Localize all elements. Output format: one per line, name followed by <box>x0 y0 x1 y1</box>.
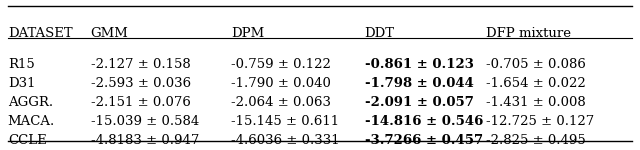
Text: DATASET: DATASET <box>8 27 72 40</box>
Text: -4.6036 ± 0.331: -4.6036 ± 0.331 <box>231 134 339 147</box>
Text: -2.151 ± 0.076: -2.151 ± 0.076 <box>91 96 191 109</box>
Text: -1.654 ± 0.022: -1.654 ± 0.022 <box>486 77 586 90</box>
Text: -0.705 ± 0.086: -0.705 ± 0.086 <box>486 58 586 71</box>
Text: -14.816 ± 0.546: -14.816 ± 0.546 <box>365 115 483 128</box>
Text: -3.7266 ± 0.457: -3.7266 ± 0.457 <box>365 134 483 147</box>
Text: MACA.: MACA. <box>8 115 55 128</box>
Text: -4.8183 ± 0.947: -4.8183 ± 0.947 <box>91 134 199 147</box>
Text: -2.825 ± 0.495: -2.825 ± 0.495 <box>486 134 586 147</box>
Text: -1.790 ± 0.040: -1.790 ± 0.040 <box>231 77 331 90</box>
Text: DDT: DDT <box>365 27 395 40</box>
Text: CCLE: CCLE <box>8 134 47 147</box>
Text: -15.039 ± 0.584: -15.039 ± 0.584 <box>91 115 199 128</box>
Text: R15: R15 <box>8 58 35 71</box>
Text: -0.861 ± 0.123: -0.861 ± 0.123 <box>365 58 474 71</box>
Text: DPM: DPM <box>231 27 264 40</box>
Text: -2.064 ± 0.063: -2.064 ± 0.063 <box>231 96 331 109</box>
Text: -1.798 ± 0.044: -1.798 ± 0.044 <box>365 77 474 90</box>
Text: -15.145 ± 0.611: -15.145 ± 0.611 <box>231 115 339 128</box>
Text: -0.759 ± 0.122: -0.759 ± 0.122 <box>231 58 331 71</box>
Text: -2.593 ± 0.036: -2.593 ± 0.036 <box>91 77 191 90</box>
Text: GMM: GMM <box>91 27 129 40</box>
Text: -1.431 ± 0.008: -1.431 ± 0.008 <box>486 96 586 109</box>
Text: -12.725 ± 0.127: -12.725 ± 0.127 <box>486 115 594 128</box>
Text: DFP mixture: DFP mixture <box>486 27 571 40</box>
Text: D31: D31 <box>8 77 35 90</box>
Text: AGGR.: AGGR. <box>8 96 53 109</box>
Text: -2.091 ± 0.057: -2.091 ± 0.057 <box>365 96 474 109</box>
Text: -2.127 ± 0.158: -2.127 ± 0.158 <box>91 58 190 71</box>
